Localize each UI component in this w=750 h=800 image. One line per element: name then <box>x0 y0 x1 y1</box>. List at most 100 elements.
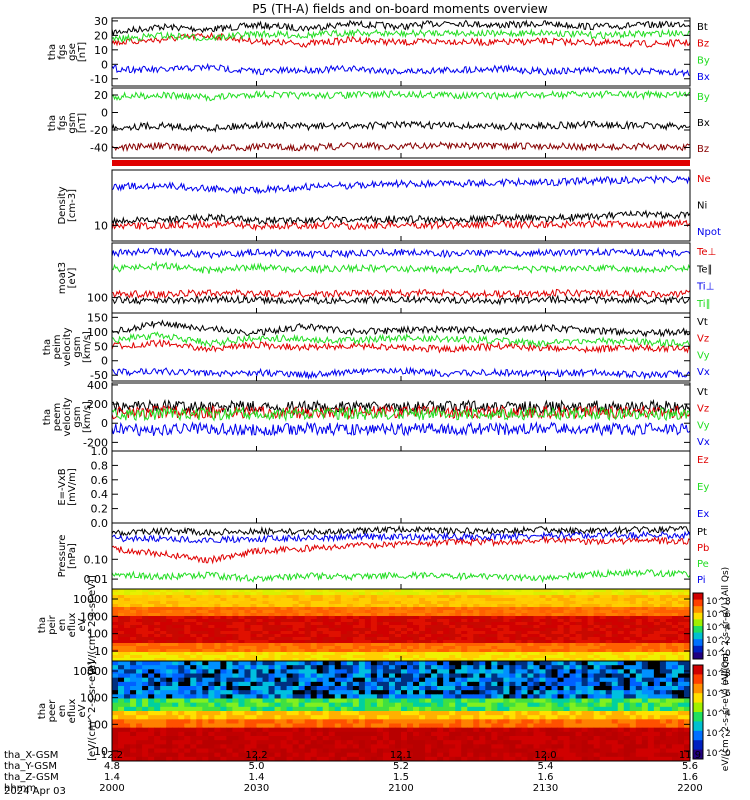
heatmap-cell <box>250 646 257 650</box>
heatmap-cell <box>437 661 444 666</box>
heatmap-cell <box>467 715 474 720</box>
heatmap-cell <box>407 711 414 716</box>
heatmap-cell <box>328 702 336 708</box>
heatmap-cell <box>352 628 360 632</box>
heatmap-cell <box>683 589 691 593</box>
heatmap-cell <box>521 756 528 762</box>
y-axis-label: tha <box>42 339 53 355</box>
heatmap-cell <box>370 752 378 758</box>
heatmap-cell <box>226 752 233 758</box>
heatmap-cell <box>641 658 649 662</box>
heatmap-cell <box>274 640 282 644</box>
heatmap-cell <box>443 604 450 608</box>
heatmap-cell <box>196 649 203 653</box>
heatmap-cell <box>467 665 474 670</box>
heatmap-cell <box>394 669 402 674</box>
heatmap-cell <box>316 655 324 659</box>
heatmap-cell <box>431 698 438 704</box>
heatmap-cell <box>653 652 661 656</box>
heatmap-cell <box>274 723 282 729</box>
heatmap-cell <box>599 661 607 666</box>
heatmap-cell <box>617 706 625 712</box>
heatmap-cell <box>232 619 239 623</box>
heatmap-cell <box>112 646 119 650</box>
heatmap-cell <box>346 731 354 737</box>
heatmap-cell <box>635 731 643 737</box>
heatmap-cell <box>184 669 191 674</box>
heatmap-cell <box>533 736 540 741</box>
heatmap-cell <box>653 625 661 629</box>
heatmap-cell <box>232 677 239 683</box>
heatmap-cell <box>268 677 276 683</box>
heatmap-cell <box>304 673 312 679</box>
heatmap-cell <box>118 752 125 758</box>
heatmap-cell <box>244 723 251 729</box>
heatmap-cell <box>154 698 161 704</box>
heatmap-cell <box>250 625 257 629</box>
heatmap-cell <box>250 592 257 596</box>
heatmap-cell <box>593 715 601 720</box>
heatmap-cell <box>659 637 667 641</box>
y-tick-label: -40 <box>90 142 108 155</box>
heatmap-cell <box>124 727 131 733</box>
y-axis-label: gsm <box>72 406 83 427</box>
heatmap-cell <box>413 669 420 674</box>
heatmap-cell <box>160 640 167 644</box>
heatmap-cell <box>310 723 318 729</box>
heatmap-cell <box>172 649 179 653</box>
heatmap-cell <box>491 604 498 608</box>
heatmap-cell <box>112 655 119 659</box>
heatmap-cell <box>346 634 354 638</box>
heatmap-cell <box>124 592 131 596</box>
heatmap-cell <box>250 661 257 666</box>
heatmap-cell <box>130 711 137 716</box>
heatmap-cell <box>334 744 342 749</box>
heatmap-cell <box>292 736 300 741</box>
heatmap-cell <box>316 756 324 762</box>
heatmap-cell <box>358 652 366 656</box>
heatmap-cell <box>310 589 318 593</box>
heatmap-cell <box>262 719 270 724</box>
heatmap-cell <box>244 631 251 635</box>
heatmap-cell <box>292 756 300 762</box>
heatmap-cell <box>641 646 649 650</box>
heatmap-cell <box>160 628 167 632</box>
heatmap-cell <box>154 634 161 638</box>
heatmap-cell <box>467 616 474 620</box>
legend-Bx: Bx <box>697 118 710 129</box>
heatmap-cell <box>154 756 161 762</box>
heatmap-cell <box>358 711 366 716</box>
heatmap-cell <box>112 634 119 638</box>
heatmap-cell <box>461 711 468 716</box>
heatmap-cell <box>533 748 540 754</box>
heatmap-cell <box>659 610 667 614</box>
heatmap-cell <box>214 604 221 608</box>
heatmap-cell <box>671 690 679 695</box>
heatmap-cell <box>142 706 149 712</box>
heatmap-cell <box>352 634 360 638</box>
heatmap-cell <box>665 652 673 656</box>
heatmap-cell <box>611 702 619 708</box>
heatmap-cell <box>328 723 336 729</box>
heatmap-cell <box>641 655 649 659</box>
heatmap-cell <box>605 756 613 762</box>
heatmap-cell <box>677 681 685 687</box>
heatmap-cell <box>208 634 215 638</box>
heatmap-cell <box>647 702 655 708</box>
heatmap-cell <box>629 646 637 650</box>
heatmap-cell <box>677 658 685 662</box>
heatmap-cell <box>521 727 528 733</box>
heatmap-cell <box>304 655 312 659</box>
heatmap-cell <box>443 748 450 754</box>
heatmap-cell <box>220 702 227 708</box>
heatmap-cell <box>220 661 227 666</box>
heatmap-cell <box>268 711 276 716</box>
heatmap-cell <box>154 665 161 670</box>
heatmap-cell <box>148 665 155 670</box>
heatmap-cell <box>148 589 155 593</box>
heatmap-cell <box>473 686 480 691</box>
heatmap-cell <box>238 628 245 632</box>
legend-Vx: Vx <box>697 437 710 448</box>
heatmap-cell <box>214 619 221 623</box>
heatmap-cell <box>515 756 522 762</box>
